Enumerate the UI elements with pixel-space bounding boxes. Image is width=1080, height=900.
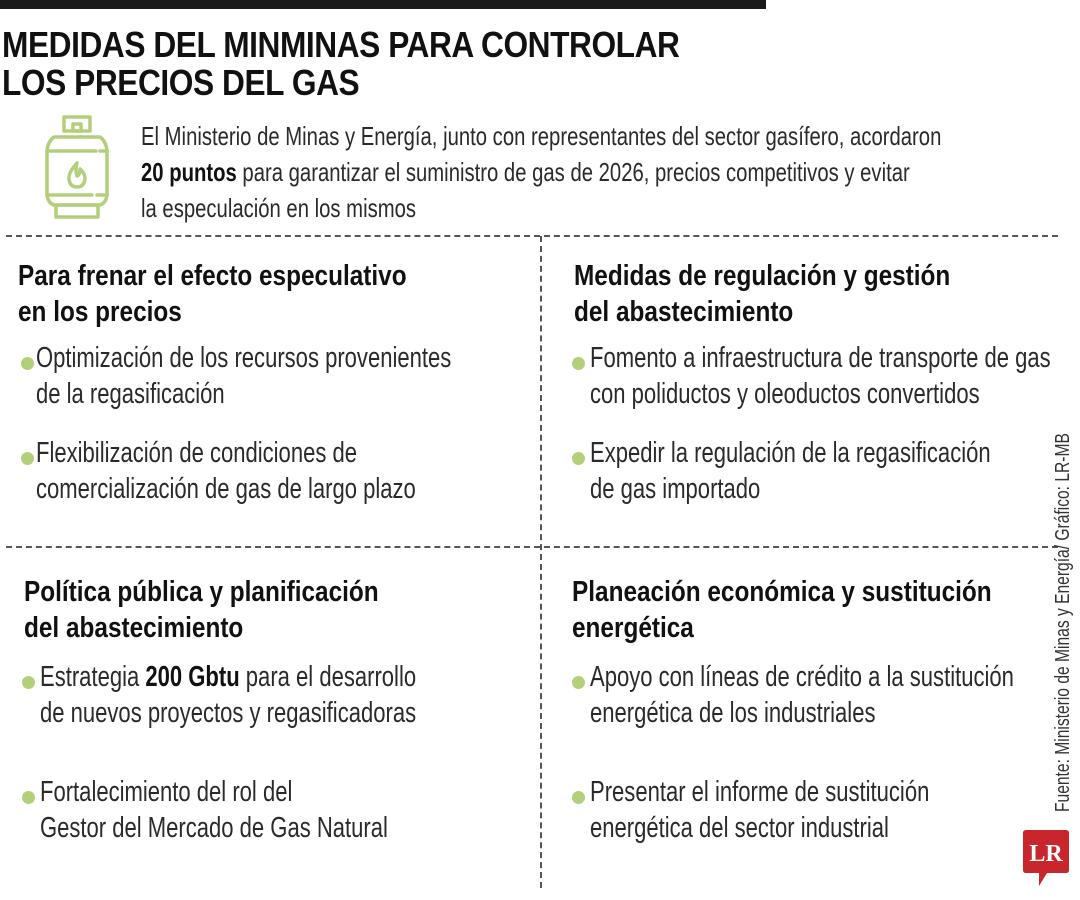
bullet-highlight: 200 Gbtu: [145, 661, 240, 693]
lr-logo-icon: LR: [1023, 830, 1069, 886]
list-item: Flexibilización de condiciones de comerc…: [21, 435, 536, 507]
section-title-line-1: Política pública y planificación: [24, 576, 379, 608]
bullet-line-2: energética del sector industrial: [590, 812, 889, 844]
bullet-dot-icon: [21, 452, 34, 465]
bullet-dot-icon: [572, 676, 585, 689]
bullet-line-2: con poliductos y oleoductos convertidos: [590, 378, 980, 410]
list-item: Estrategia 200 Gbtu para el desarrollo d…: [22, 659, 535, 731]
section-public-policy: Política pública y planificación del aba…: [24, 574, 544, 646]
list-item: Fomento a infraestructura de transporte …: [572, 340, 1080, 412]
bullet-line-1: Optimización de los recursos proveniente…: [36, 342, 452, 374]
bullet-line-1: Presentar el informe de sustitución: [590, 776, 930, 808]
intro-line-2-rest: para garantizar el suministro de gas de …: [236, 157, 910, 187]
divider-top: [6, 235, 1058, 237]
bullet-line-1: Flexibilización de condiciones de: [36, 437, 357, 469]
bullet-dot-icon: [21, 357, 34, 370]
bullet-line-2: comercialización de gas de largo plazo: [36, 473, 416, 505]
bullet-line-1: Estrategia 200 Gbtu para el desarrollo: [40, 659, 416, 695]
section-regulation: Medidas de regulación y gestión del abas…: [574, 258, 1080, 330]
intro-line-2: 20 puntos para garantizar el suministro …: [141, 154, 921, 190]
bullet-text-pre: Estrategia: [40, 661, 146, 693]
bullet-line-2: Gestor del Mercado de Gas Natural: [40, 812, 388, 844]
bullet-line-2: energética de los industriales: [590, 697, 876, 729]
bullet-line-1: Apoyo con líneas de crédito a la sustitu…: [590, 661, 1014, 693]
bullet-dot-icon: [22, 791, 35, 804]
title-line-2: LOS PRECIOS DEL GAS: [2, 62, 360, 103]
bullet-line-2: de gas importado: [590, 473, 761, 505]
intro-highlight: 20 puntos: [141, 157, 237, 187]
bullet-line-1: Fomento a infraestructura de transporte …: [590, 342, 1051, 374]
bullet-dot-icon: [572, 791, 585, 804]
svg-text:LR: LR: [1029, 841, 1063, 867]
intro-paragraph: El Ministerio de Minas y Energía, junto …: [141, 118, 942, 226]
title-line-1: MEDIDAS DEL MINMINAS PARA CONTROLAR: [2, 24, 680, 65]
section-title: Medidas de regulación y gestión del abas…: [574, 258, 1011, 330]
list-item: Fortalecimiento del rol del Gestor del M…: [22, 774, 498, 846]
bullet-dot-icon: [22, 676, 35, 689]
page-title: MEDIDAS DEL MINMINAS PARA CONTROLAR LOS …: [2, 24, 680, 103]
list-item: Expedir la regulación de la regasificaci…: [572, 435, 1080, 507]
source-credit: Fuente: Ministerio de Minas y Energía/ G…: [1050, 326, 1076, 812]
bullet-line-1: Fortalecimiento del rol del: [40, 776, 293, 808]
bullet-line-2: de la regasificación: [36, 378, 225, 410]
intro-line-1: El Ministerio de Minas y Energía, junto …: [141, 121, 942, 151]
section-title-line-2: del abastecimiento: [24, 612, 244, 644]
divider-vertical: [540, 236, 542, 888]
section-title-line-1: Planeación económica y sustitución: [572, 576, 992, 608]
bullet-line-2: de nuevos proyectos y regasificadoras: [40, 697, 417, 729]
section-title-line-2: del abastecimiento: [574, 296, 794, 328]
section-speculative-effect: Para frenar el efecto especulativo en lo…: [18, 258, 538, 330]
intro-line-3: la especulación en los mismos: [141, 193, 417, 223]
section-title-line-1: Para frenar el efecto especulativo: [18, 260, 407, 292]
gas-cylinder-icon: [45, 115, 109, 219]
top-rule: [0, 0, 766, 9]
bullet-line-1: Expedir la regulación de la regasificaci…: [590, 437, 991, 469]
bullet-dot-icon: [572, 452, 585, 465]
section-title: Planeación económica y sustitución energ…: [572, 574, 1009, 646]
section-title: Política pública y planificación del aba…: [24, 574, 461, 646]
section-title-line-1: Medidas de regulación y gestión: [574, 260, 951, 292]
list-item: Optimización de los recursos proveniente…: [21, 340, 582, 412]
section-title-line-2: en los precios: [18, 296, 182, 328]
divider-middle: [6, 546, 1058, 548]
section-economic-planning: Planeación económica y sustitución energ…: [572, 574, 1080, 646]
list-item: Apoyo con líneas de crédito a la sustitu…: [572, 659, 1080, 731]
bullet-dot-icon: [572, 357, 585, 370]
source-text: Fuente: Ministerio de Minas y Energía/ G…: [1052, 433, 1074, 812]
bullet-text-post: para el desarrollo: [239, 661, 417, 693]
section-title: Para frenar el efecto especulativo en lo…: [18, 258, 455, 330]
section-title-line-2: energética: [572, 612, 694, 644]
list-item: Presentar el informe de sustitución ener…: [572, 774, 1037, 846]
